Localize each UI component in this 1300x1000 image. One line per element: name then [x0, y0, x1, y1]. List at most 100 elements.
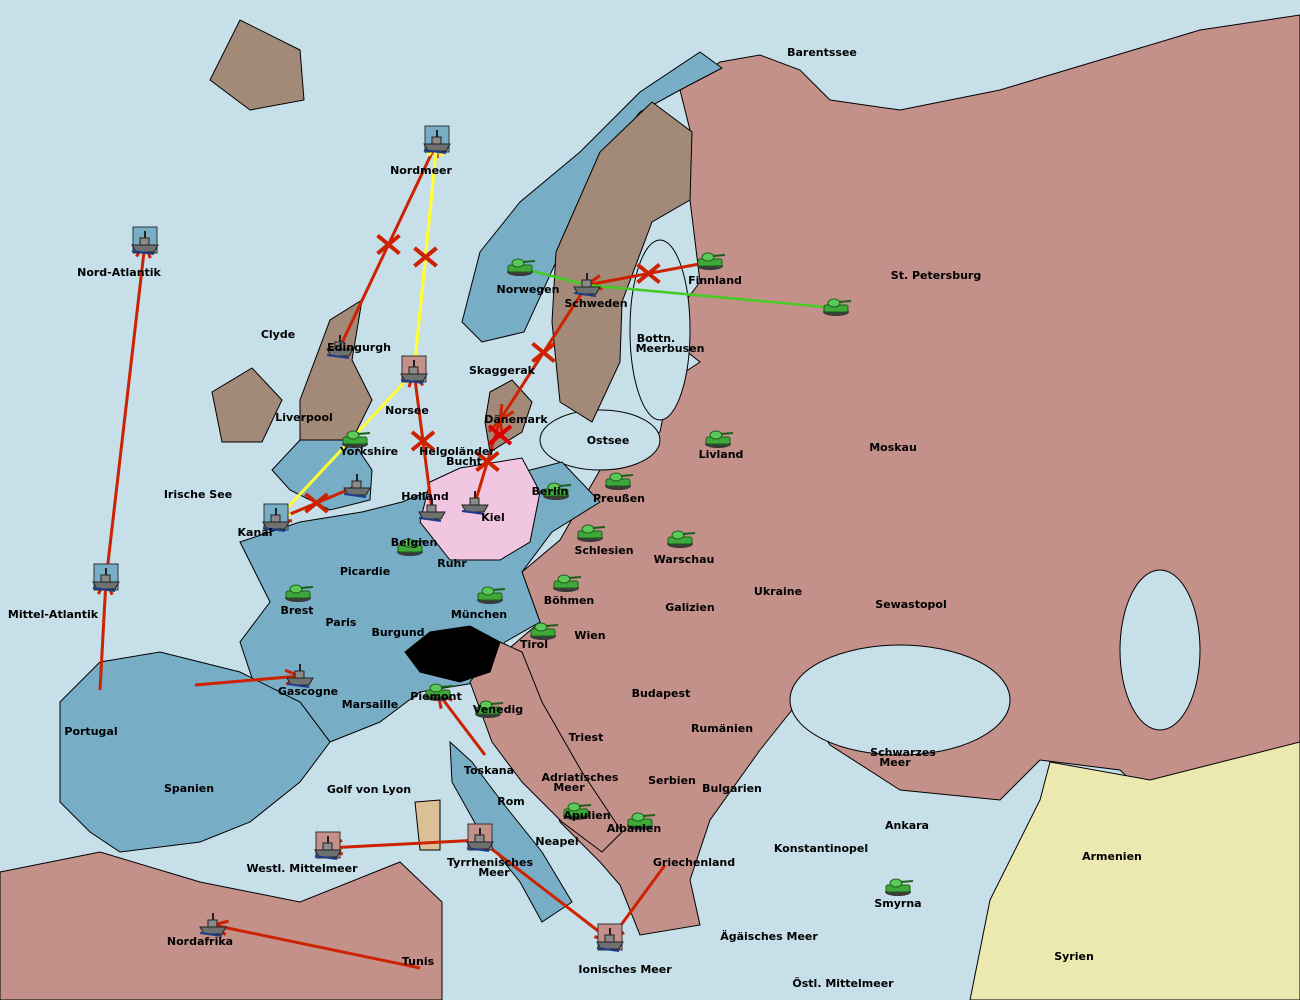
label-schlesien: Schlesien [574, 544, 633, 557]
army-tank-icon[interactable] [342, 430, 371, 448]
army-tank-icon[interactable] [563, 802, 592, 820]
region-syrien-armenien[interactable] [969, 741, 1300, 1000]
label-oestl-mittelmeer: Östl. Mittelmeer [792, 976, 894, 990]
label-schweden: Schweden [564, 297, 627, 310]
label-golf-von-lyon: Golf von Lyon [327, 783, 411, 796]
label-kiel: Kiel [481, 511, 505, 524]
fleet-icon[interactable] [418, 498, 446, 522]
label-livland: Livland [699, 448, 744, 461]
label-sewastopol: Sewastopol [875, 598, 947, 611]
fleet-icon[interactable] [262, 503, 290, 532]
label-liverpool: Liverpool [275, 411, 333, 424]
army-tank-icon[interactable] [425, 683, 454, 701]
label-albanien: Albanien [607, 822, 661, 835]
label-tyrrhenisches: Tyrrhenisches [447, 856, 533, 869]
label-mittel-atlantik: Mittel-Atlantik [8, 608, 99, 621]
label-westl-mittelmeer: Westl. Mittelmeer [246, 862, 358, 875]
army-tank-icon[interactable] [285, 584, 314, 602]
army-tank-icon[interactable] [627, 812, 656, 830]
fleet-icon[interactable] [92, 563, 120, 592]
army-tank-icon[interactable] [823, 298, 852, 316]
label-aegaeisches: Ägäisches Meer [720, 929, 818, 943]
army-tank-icon[interactable] [705, 430, 734, 448]
label-budapest: Budapest [632, 687, 691, 700]
label-piemont: Piemont [410, 690, 461, 703]
army-tank-icon[interactable] [530, 622, 559, 640]
label-neapel: Neapel [535, 835, 578, 848]
label-belgien: Belgien [391, 536, 438, 549]
army-tank-icon[interactable] [605, 472, 634, 490]
label-barentssee: Barentssee [787, 46, 857, 59]
label-adriatisches-meer: Meer [553, 781, 585, 794]
label-helgolaender: Helgoländer [419, 445, 495, 458]
failed-order-cross-icon [376, 233, 401, 256]
label-rumaenien: Rumänien [691, 722, 753, 735]
region-iceland [209, 19, 305, 111]
label-bulgarien: Bulgarien [702, 782, 762, 795]
label-wien: Wien [574, 629, 605, 642]
region-schweden[interactable] [551, 101, 693, 423]
label-muenchen: München [451, 608, 507, 621]
label-griechenland: Griechenland [653, 856, 735, 869]
army-tank-icon[interactable] [507, 258, 536, 276]
army-tank-icon[interactable] [397, 538, 426, 556]
region-ireland [211, 367, 283, 443]
fleet-icon[interactable] [286, 664, 314, 688]
army-tank-icon[interactable] [697, 252, 726, 270]
fleet-icon[interactable] [131, 226, 159, 255]
region-aegean [700, 890, 800, 990]
army-tank-icon[interactable] [543, 482, 572, 500]
army-tank-icon[interactable] [667, 530, 696, 548]
label-moskau: Moskau [869, 441, 917, 454]
fleet-icon[interactable] [596, 923, 624, 952]
label-yorkshire: Yorkshire [339, 445, 398, 458]
label-tyrrhenisches-meer: Meer [478, 866, 510, 879]
region-sardinia [414, 799, 441, 851]
label-tunis: Tunis [402, 955, 435, 968]
fleet-icon[interactable] [199, 913, 227, 937]
label-norsee: Norsee [385, 404, 429, 417]
label-venedig: Venedig [473, 703, 523, 716]
fleet-icon[interactable] [423, 125, 451, 154]
failed-order-cross-icon [410, 430, 436, 452]
label-holland: Holland [401, 490, 448, 503]
fleet-icon[interactable] [343, 474, 371, 498]
label-schwarzes-meer: Meer [879, 756, 911, 769]
army-tank-icon[interactable] [577, 524, 606, 542]
failed-order-cross-icon [304, 492, 329, 514]
army-tank-icon[interactable] [553, 574, 582, 592]
label-spanien: Spanien [164, 782, 214, 795]
fleet-icon[interactable] [573, 273, 601, 297]
region-iberia[interactable] [59, 651, 331, 853]
failed-order-cross-icon [531, 341, 556, 364]
label-finnland: Finnland [688, 274, 742, 287]
label-serbien: Serbien [648, 774, 696, 787]
label-gascogne: Gascogne [278, 685, 338, 698]
army-tank-icon[interactable] [477, 586, 506, 604]
fleet-icon[interactable] [326, 335, 354, 359]
label-nord-atlantik: Nord-Atlantik [77, 266, 161, 279]
dislodged-cross-icon [487, 424, 513, 446]
label-ankara: Ankara [885, 819, 929, 832]
fleet-icon[interactable] [400, 355, 428, 384]
army-tank-icon[interactable] [475, 700, 504, 718]
fleet-icon[interactable] [314, 831, 342, 860]
baltic-sea [539, 409, 661, 471]
label-kanal: Kanal [238, 526, 273, 539]
label-burgund: Burgund [371, 626, 424, 639]
label-clyde: Clyde [261, 328, 295, 341]
army-tank-icon[interactable] [885, 878, 914, 896]
label-edingurgh: Edingurgh [327, 341, 391, 354]
fleet-icon[interactable] [466, 823, 494, 852]
label-nordmeer: Nordmeer [390, 164, 452, 177]
region-italy-west[interactable] [449, 740, 573, 923]
region-italy-north[interactable] [469, 641, 623, 853]
label-armenien: Armenien [1082, 850, 1142, 863]
label-skaggerak: Skaggerak [469, 364, 536, 377]
fleet-icon[interactable] [461, 491, 489, 515]
label-marsaille: Marsaille [342, 698, 399, 711]
region-switzerland [404, 625, 501, 683]
label-ostsee: Ostsee [587, 434, 630, 447]
label-portugal: Portugal [64, 725, 117, 738]
